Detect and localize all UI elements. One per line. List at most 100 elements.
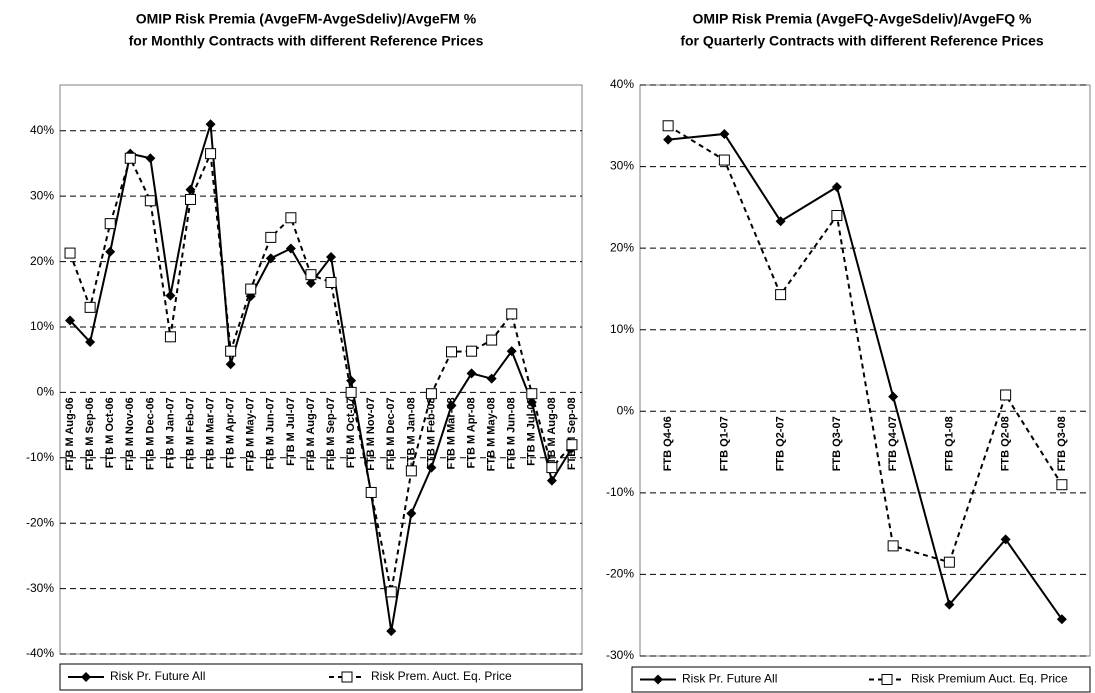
- x-tick-label: FTB M Jan-08: [405, 397, 417, 469]
- y-tick-label: 10%: [610, 322, 634, 336]
- legend-marker: [881, 674, 893, 685]
- marker: [466, 345, 478, 357]
- y-tick-label: 10%: [30, 319, 54, 333]
- marker: [225, 345, 237, 357]
- y-tick-label: 40%: [30, 123, 54, 137]
- x-tick-label: FTB Q1-07: [718, 416, 730, 471]
- chart-title: OMIP Risk Premia (AvgeFM-AvgeSdeliv)/Avg…: [136, 11, 477, 27]
- legend-label: Risk Premium Auct. Eq. Price: [911, 672, 1068, 686]
- x-tick-label: FTB M May-07: [245, 397, 257, 471]
- marker: [386, 626, 397, 637]
- marker: [185, 193, 196, 205]
- marker: [546, 475, 557, 486]
- marker: [1056, 479, 1068, 491]
- marker: [305, 269, 317, 281]
- marker: [205, 148, 217, 160]
- marker: [546, 462, 558, 474]
- marker: [718, 154, 730, 166]
- legend-marker: [81, 672, 91, 682]
- x-tick-label: FTB Q1-08: [943, 416, 955, 471]
- chart-subtitle: for Monthly Contracts with different Ref…: [129, 33, 484, 49]
- x-tick-label: FTB Q2-08: [1000, 416, 1012, 471]
- x-tick-label: FTB M Jul-07: [285, 397, 297, 465]
- x-tick-label: FTB M Oct-06: [104, 397, 116, 468]
- legend: [59, 663, 583, 691]
- marker: [775, 289, 787, 301]
- legend-label: Risk Pr. Future All: [110, 669, 205, 683]
- x-tick-label: FTB M Dec-06: [144, 397, 156, 470]
- marker: [775, 216, 786, 227]
- marker: [245, 283, 257, 295]
- y-tick-label: -20%: [606, 567, 634, 581]
- marker: [124, 152, 136, 164]
- marker: [486, 334, 498, 346]
- y-tick-label: 20%: [30, 254, 54, 268]
- x-tick-label: FTB M Jan-07: [164, 397, 176, 469]
- marker: [325, 277, 337, 289]
- x-tick-label: FTB M Sep-07: [325, 397, 337, 470]
- marker: [566, 439, 578, 451]
- x-tick-label: FTB Q4-07: [887, 416, 899, 471]
- series-line: [69, 149, 573, 593]
- marker: [426, 462, 437, 473]
- marker: [64, 247, 76, 259]
- series-line: [668, 132, 1063, 620]
- marker: [831, 210, 843, 222]
- chart-subtitle: for Quarterly Contracts with different R…: [680, 33, 1044, 49]
- x-tick-label: FTB M Apr-07: [225, 397, 237, 468]
- marker: [305, 278, 316, 289]
- marker: [405, 465, 417, 477]
- marker: [406, 508, 417, 519]
- marker: [205, 119, 216, 130]
- x-tick-label: FTB M Jul-08: [526, 397, 538, 465]
- chart-title: OMIP Risk Premia (AvgeFQ-AvgeSdeliv)/Avg…: [693, 11, 1032, 27]
- y-tick-label: 30%: [610, 159, 634, 173]
- x-tick-label: FTB M Mar-07: [204, 397, 216, 469]
- marker: [265, 253, 276, 264]
- y-tick-label: 40%: [610, 77, 634, 91]
- marker: [1056, 614, 1067, 625]
- x-tick-label: FTB M Aug-07: [305, 397, 317, 471]
- x-tick-label: FTB M Apr-08: [465, 397, 477, 468]
- marker: [65, 315, 76, 326]
- marker: [1000, 389, 1012, 401]
- x-tick-label: FTB M Feb-07: [184, 397, 196, 469]
- y-tick-label: -40%: [26, 646, 54, 660]
- x-tick-label: FTB M Aug-08: [546, 397, 558, 471]
- x-tick-label: FTB M Nov-06: [124, 397, 136, 470]
- marker: [144, 195, 156, 207]
- marker: [944, 599, 955, 610]
- x-tick-label: FTB M Jun-07: [265, 397, 277, 469]
- y-tick-label: -20%: [26, 515, 54, 529]
- x-tick-label: FTB Q3-07: [831, 416, 843, 471]
- legend-marker: [341, 671, 353, 683]
- marker: [385, 586, 397, 598]
- marker: [719, 128, 730, 139]
- marker: [265, 231, 277, 243]
- marker: [506, 308, 518, 320]
- marker: [365, 486, 377, 498]
- x-tick-label: FTB M Sep-08: [566, 397, 578, 470]
- x-tick-label: FTB M Sep-06: [84, 397, 96, 470]
- y-tick-label: -10%: [606, 485, 634, 499]
- x-tick-label: FTB M Dec-07: [385, 397, 397, 470]
- legend-label: Risk Pr. Future All: [682, 672, 777, 686]
- marker: [164, 331, 176, 343]
- x-tick-label: FTB M Aug-06: [64, 397, 76, 471]
- marker: [466, 368, 477, 379]
- marker: [345, 386, 357, 398]
- x-tick-label: FTB M Jun-08: [506, 397, 518, 469]
- marker: [425, 388, 437, 400]
- marker: [486, 373, 497, 384]
- marker: [225, 359, 236, 370]
- marker: [326, 252, 337, 263]
- legend: [631, 666, 1091, 693]
- y-tick-label: -10%: [26, 450, 54, 464]
- marker: [831, 181, 842, 192]
- x-tick-label: FTB Q3-08: [1056, 416, 1068, 471]
- marker: [663, 134, 674, 145]
- legend-marker: [653, 674, 663, 685]
- plot-area: [59, 84, 583, 655]
- marker: [105, 246, 116, 257]
